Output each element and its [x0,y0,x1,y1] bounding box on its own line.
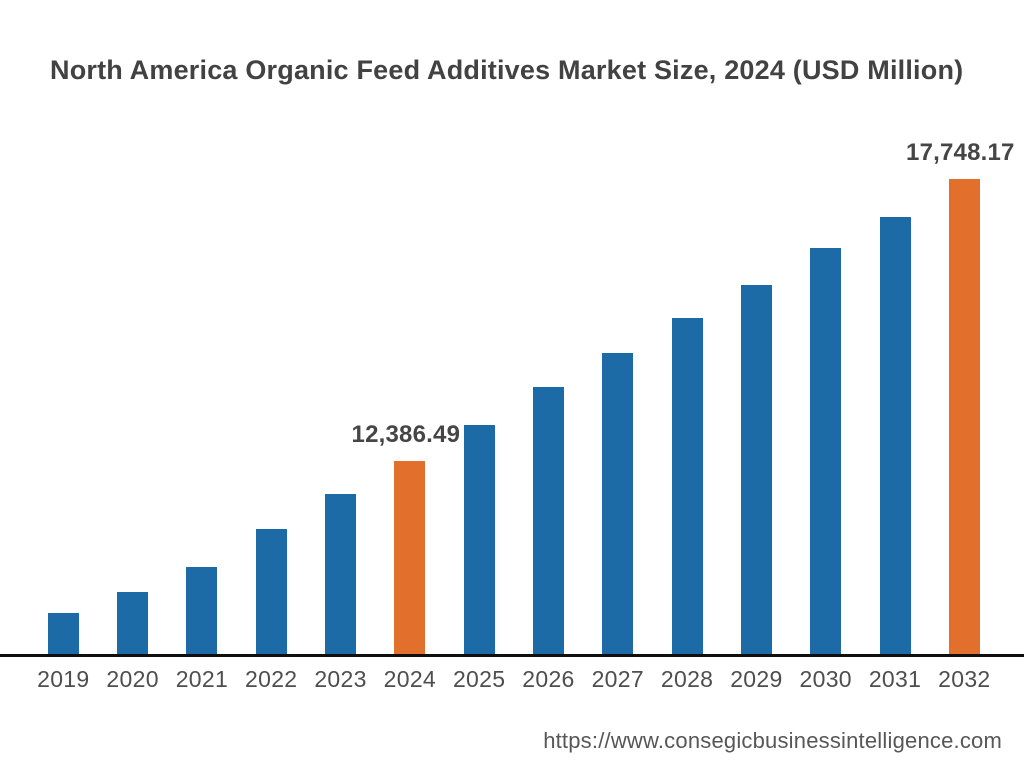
x-tick-2028: 2028 [660,666,714,692]
bar-2021 [186,567,218,654]
x-axis-line [0,654,1024,657]
bar-2031 [879,217,911,654]
bar-2028 [671,318,703,654]
x-tick-2022: 2022 [245,666,298,692]
bar-2024 [394,461,426,654]
bar-2023 [325,494,357,654]
chart-title: North America Organic Feed Additives Mar… [50,55,964,85]
source-url[interactable]: https://www.consegicbusinessintelligence… [543,728,1002,753]
x-tick-2021: 2021 [175,666,229,692]
bar-2025 [463,425,495,654]
bar-2022 [255,529,287,654]
x-tick-2032: 2032 [938,666,991,692]
x-tick-2024: 2024 [383,666,437,692]
x-tick-2025: 2025 [452,666,506,692]
bar-2030 [810,248,842,654]
bar-2019 [47,613,79,654]
bar-2032 [948,179,980,654]
data-label-2032: 17,748.17 [906,139,1015,166]
x-tick-2030: 2030 [799,666,852,692]
data-label-2024: 12,386.49 [351,421,461,448]
x-tick-2023: 2023 [314,666,367,692]
x-tick-2019: 2019 [37,666,90,692]
x-tick-2031: 2031 [868,666,922,692]
bar-2020 [117,592,149,654]
x-tick-2027: 2027 [591,666,644,692]
x-tick-2026: 2026 [522,666,575,692]
bar-2026 [532,387,564,654]
bar-2029 [740,285,772,654]
bar-2027 [602,353,634,654]
x-tick-2029: 2029 [730,666,783,692]
x-tick-2020: 2020 [106,666,159,692]
